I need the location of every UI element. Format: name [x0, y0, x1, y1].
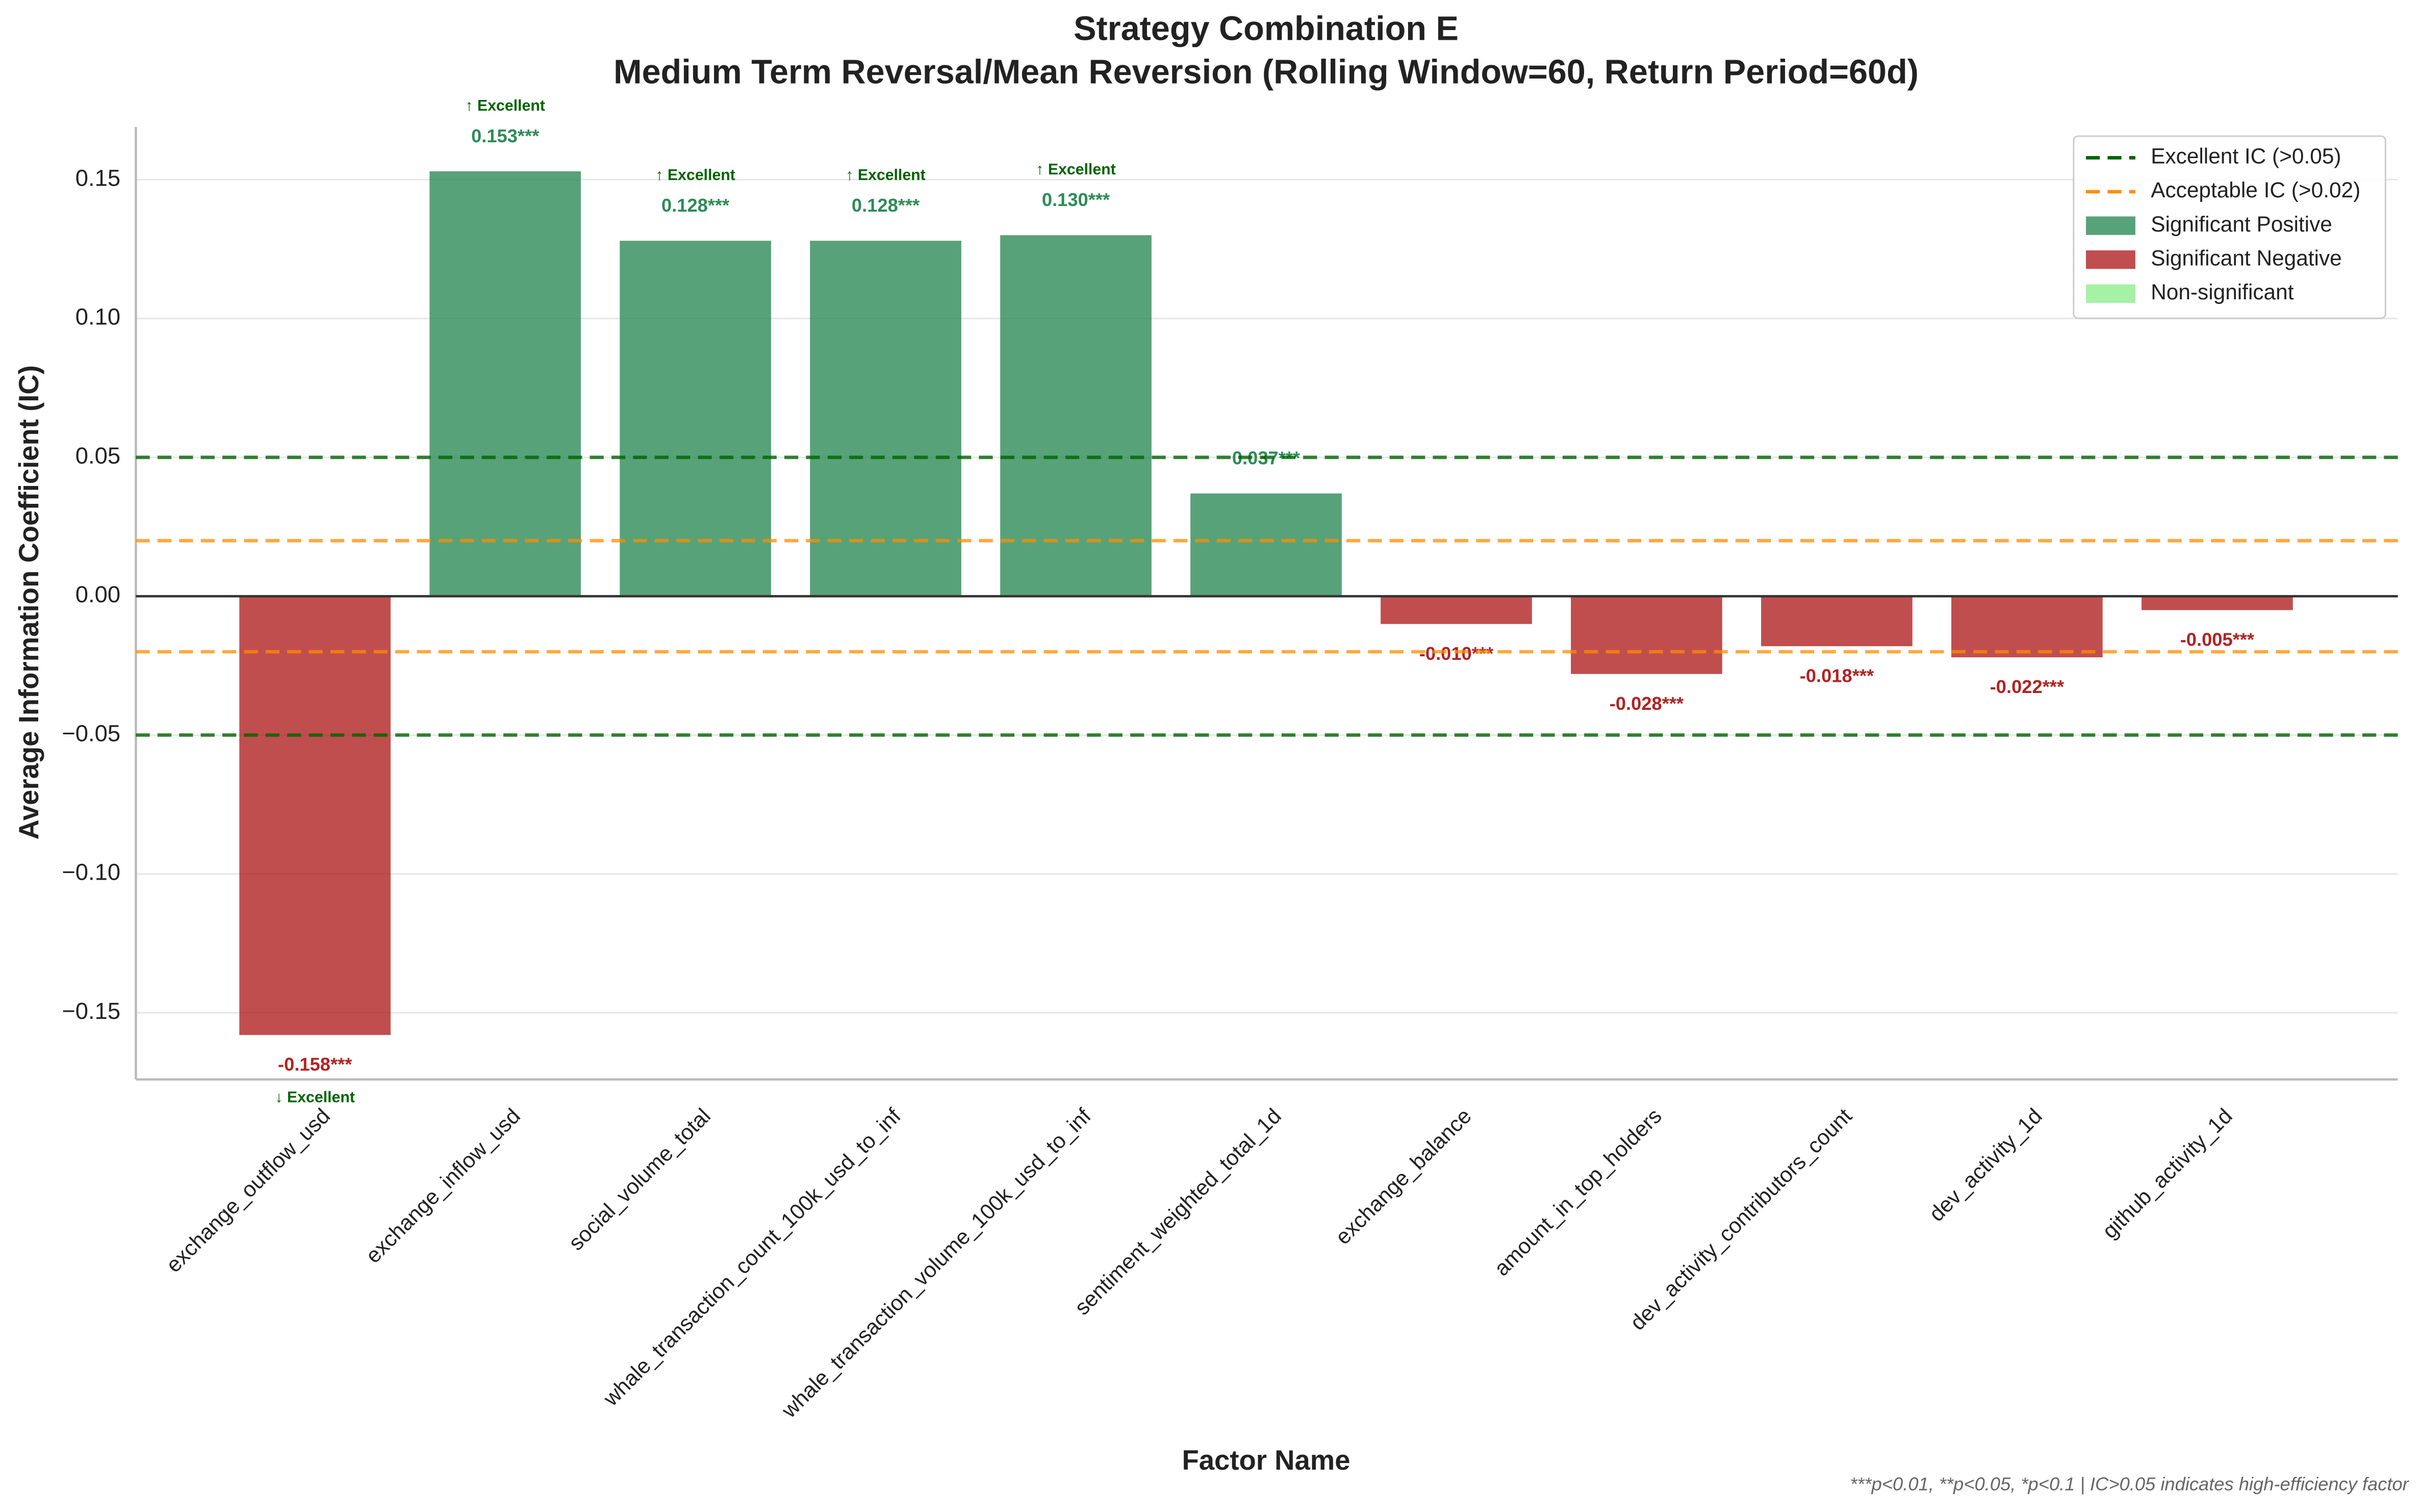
legend-label: Excellent IC (>0.05) — [2151, 144, 2341, 168]
y-tick-label: 0.15 — [75, 165, 120, 191]
legend-swatch — [2086, 216, 2135, 235]
legend-swatch — [2086, 250, 2135, 269]
bar — [1951, 596, 2103, 657]
bar — [429, 171, 581, 597]
bar — [1381, 596, 1532, 624]
y-tick-label: 0.00 — [75, 581, 120, 607]
value-label: 0.153*** — [471, 125, 540, 146]
bar — [1190, 493, 1342, 597]
value-label: 0.130*** — [1042, 189, 1110, 210]
value-annotation: ↑ Excellent — [1036, 161, 1115, 178]
value-label: 0.128*** — [852, 195, 920, 216]
value-label: -0.028*** — [1610, 693, 1684, 714]
value-annotation: ↑ Excellent — [655, 167, 735, 184]
legend-label: Non-significant — [2151, 280, 2294, 304]
value-label: -0.005*** — [2180, 629, 2255, 650]
footnote: ***p<0.01, **p<0.05, *p<0.1 | IC>0.05 in… — [1850, 1474, 2409, 1495]
bar — [810, 241, 961, 597]
bar — [1761, 596, 1913, 647]
legend-label: Significant Positive — [2151, 212, 2332, 236]
value-annotation: ↑ Excellent — [465, 97, 545, 114]
chart-subtitle: Medium Term Reversal/Mean Reversion (Rol… — [614, 53, 1919, 91]
value-annotation: ↑ Excellent — [846, 167, 925, 184]
y-tick-label: 0.05 — [75, 443, 120, 469]
legend-label: Acceptable IC (>0.02) — [2151, 178, 2360, 202]
legend-box — [2073, 135, 2386, 319]
value-label: -0.022*** — [1990, 676, 2065, 697]
value-label: 0.128*** — [661, 195, 730, 216]
bar — [239, 596, 391, 1035]
bar — [1571, 596, 1722, 674]
y-tick-label: −0.15 — [62, 998, 120, 1024]
chart-title: Strategy Combination E — [1074, 10, 1459, 48]
y-tick-label: 0.10 — [75, 304, 120, 330]
x-axis-label: Factor Name — [1182, 1445, 1350, 1476]
y-tick-label: −0.05 — [62, 720, 120, 746]
y-tick-label: −0.10 — [62, 859, 120, 885]
bar — [2142, 596, 2293, 610]
legend-swatch — [2086, 284, 2135, 303]
value-annotation: ↓ Excellent — [275, 1089, 354, 1106]
value-label: -0.018*** — [1800, 665, 1874, 686]
y-axis-label: Average Information Coefficient (IC) — [13, 365, 44, 839]
value-label: -0.158*** — [278, 1054, 352, 1075]
bar — [1000, 235, 1152, 597]
legend-label: Significant Negative — [2151, 246, 2342, 270]
bar — [620, 241, 771, 597]
